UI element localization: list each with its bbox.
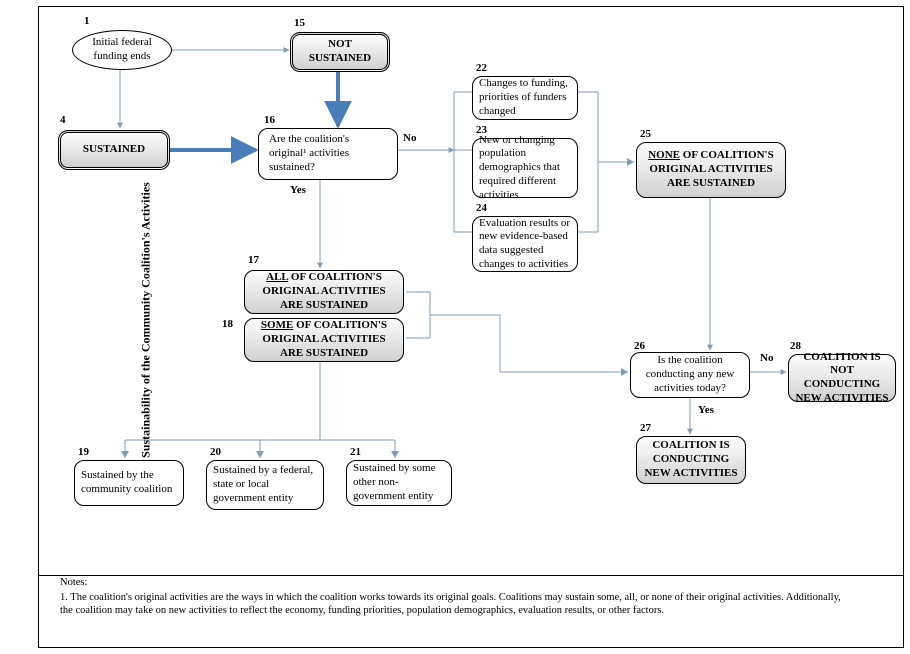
node-number-4: 4: [60, 114, 66, 126]
node-number-19: 19: [78, 446, 89, 458]
node-activities-sustained-q: Are the coalition's original¹ activities…: [258, 128, 398, 180]
node-sustained: SUSTAINED: [58, 130, 170, 170]
node-number-21: 21: [350, 446, 361, 458]
node-all-sustained: ALL OF COALITION'S ORIGINAL ACTIVITIES A…: [244, 270, 404, 314]
edge-label-no-16: No: [403, 132, 416, 144]
node-not-conducting-new: COALITION IS NOT CONDUCTING NEW ACTIVITI…: [788, 354, 896, 402]
node-sustained-by-coalition: Sustained by the community coalition: [74, 460, 184, 506]
node-text: SUSTAINED: [83, 143, 145, 157]
node-number-1: 1: [84, 15, 90, 27]
node-text: Initial federal funding ends: [79, 36, 165, 64]
node-text: Sustained by the community coalition: [81, 469, 177, 497]
node-text: Are the coalition's original¹ activities…: [269, 133, 387, 174]
node-text: Sustained by some other non-government e…: [353, 462, 445, 503]
node-sustained-by-government: Sustained by a federal, state or local g…: [206, 460, 324, 510]
node-number-16: 16: [264, 114, 275, 126]
notes-body: 1. The coalition's original activities a…: [60, 591, 850, 617]
node-text: COALITION IS CONDUCTING NEW ACTIVITIES: [643, 439, 739, 480]
node-number-25: 25: [640, 128, 651, 140]
node-number-15: 15: [294, 17, 305, 29]
node-evaluation-results: Evaluation results or new evidence-based…: [472, 216, 578, 272]
node-text: New or changing population demographics …: [479, 134, 571, 203]
node-text: Changes to funding, priorities of funder…: [479, 77, 571, 118]
node-number-17: 17: [248, 254, 259, 266]
diagram-frame: [38, 6, 904, 648]
node-initial-funding-ends: Initial federal funding ends: [72, 30, 172, 70]
node-text: NONE OF COALITION'S ORIGINAL ACTIVITIES …: [643, 149, 779, 190]
node-some-sustained: SOME OF COALITION'S ORIGINAL ACTIVITIES …: [244, 318, 404, 362]
node-number-22: 22: [476, 62, 487, 74]
node-text: SOME OF COALITION'S ORIGINAL ACTIVITIES …: [251, 319, 397, 360]
node-number-20: 20: [210, 446, 221, 458]
node-number-18: 18: [222, 318, 233, 330]
node-demographics: New or changing population demographics …: [472, 138, 578, 198]
node-new-activities-q: Is the coalition conducting any new acti…: [630, 352, 750, 398]
node-conducting-new: COALITION IS CONDUCTING NEW ACTIVITIES: [636, 436, 746, 484]
node-none-sustained: NONE OF COALITION'S ORIGINAL ACTIVITIES …: [636, 142, 786, 198]
node-number-24: 24: [476, 202, 487, 214]
notes-title: Notes:: [60, 576, 850, 589]
edge-label-no-26: No: [760, 352, 773, 364]
edge-label-yes-26: Yes: [698, 404, 714, 416]
node-number-27: 27: [640, 422, 651, 434]
node-text: COALITION IS NOT CONDUCTING NEW ACTIVITI…: [795, 351, 889, 406]
node-number-26: 26: [634, 340, 645, 352]
node-not-sustained: NOT SUSTAINED: [290, 32, 390, 72]
node-funding-changes: Changes to funding, priorities of funder…: [472, 76, 578, 120]
node-text: Evaluation results or new evidence-based…: [479, 217, 571, 272]
node-text: NOT SUSTAINED: [299, 38, 381, 66]
node-text: ALL OF COALITION'S ORIGINAL ACTIVITIES A…: [251, 271, 397, 312]
node-text: Is the coalition conducting any new acti…: [637, 354, 743, 395]
edge-label-yes-16: Yes: [290, 184, 306, 196]
node-text: Sustained by a federal, state or local g…: [213, 464, 317, 505]
vertical-axis-label: Sustainability of the Community Coalitio…: [138, 182, 153, 458]
node-sustained-by-other: Sustained by some other non-government e…: [346, 460, 452, 506]
notes-block: Notes: 1. The coalition's original activ…: [60, 576, 850, 617]
